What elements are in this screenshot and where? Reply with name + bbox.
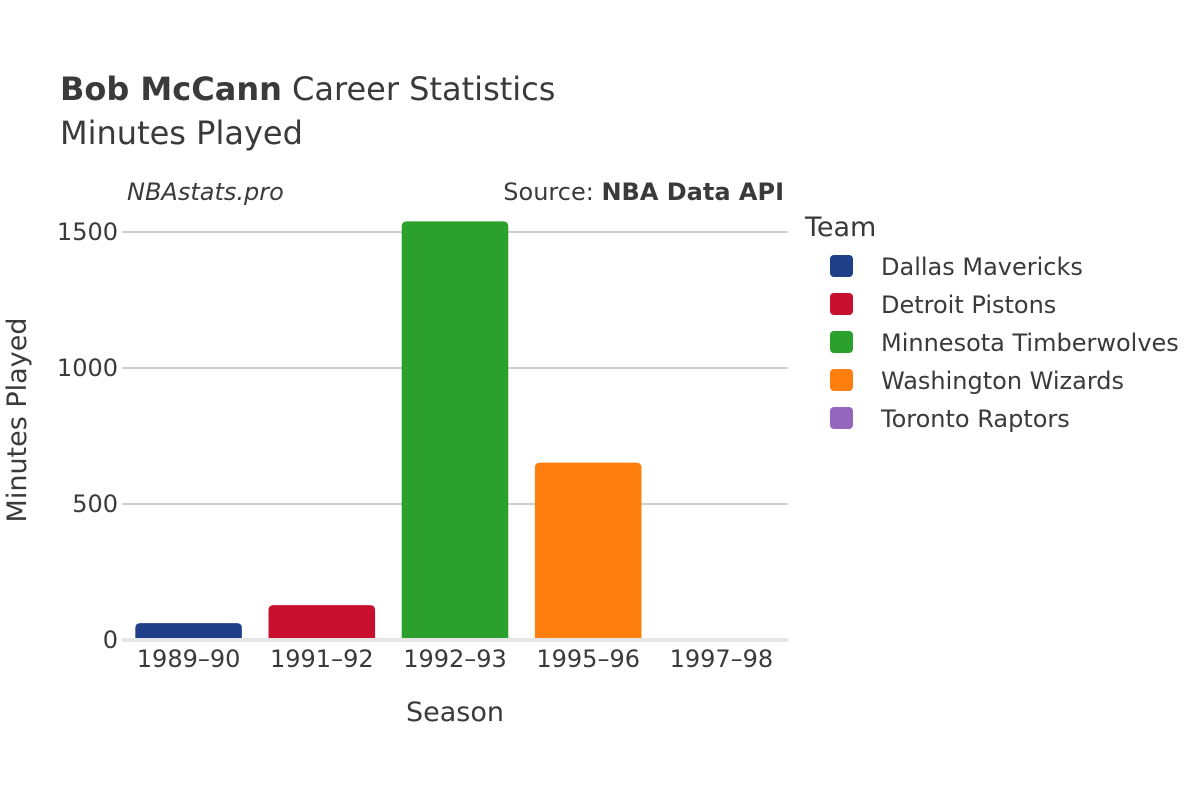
- source-prefix: Source:: [503, 178, 601, 206]
- chart-subtitle: Minutes Played: [60, 114, 303, 152]
- source-name: NBA Data API: [601, 178, 784, 206]
- y-tick-label: 0: [103, 626, 118, 654]
- y-axis-title: Minutes Played: [2, 318, 33, 523]
- x-axis-ticks: 1989–90 1991–92 1992–93 1995–96 1997–98: [137, 645, 773, 673]
- bars: [135, 221, 775, 640]
- legend-item[interactable]: Minnesota Timberwolves: [830, 329, 1179, 357]
- x-tick-label: 1991–92: [270, 645, 374, 673]
- x-tick-label: 1997–98: [670, 645, 774, 673]
- x-tick-label: 1989–90: [137, 645, 241, 673]
- y-axis-ticks: 0 500 1000 1500: [57, 218, 118, 654]
- x-tick-label: 1992–93: [403, 645, 507, 673]
- legend-title: Team: [804, 212, 876, 243]
- legend-label: Dallas Mavericks: [881, 253, 1083, 281]
- bar-1991–92[interactable]: [268, 605, 376, 640]
- legend-swatch: [830, 255, 853, 277]
- legend-label: Minnesota Timberwolves: [881, 329, 1179, 357]
- legend-swatch: [830, 407, 853, 429]
- legend-swatch: [830, 293, 853, 315]
- credit-label: NBAstats.pro: [127, 178, 284, 206]
- chart-title: Bob McCann Career Statistics: [60, 70, 555, 108]
- title-rest: Career Statistics: [282, 70, 556, 108]
- legend-item[interactable]: Washington Wizards: [830, 367, 1124, 395]
- bar-1989–90[interactable]: [135, 623, 242, 640]
- legend-item[interactable]: Dallas Mavericks: [830, 253, 1083, 281]
- legend-item[interactable]: Detroit Pistons: [830, 291, 1056, 319]
- y-tick-label: 1000: [57, 354, 118, 382]
- legend-label: Washington Wizards: [881, 367, 1124, 395]
- bar-1995–96[interactable]: [534, 462, 642, 640]
- legend: Dallas Mavericks Detroit Pistons Minnesota…: [830, 253, 1179, 433]
- bar-1992–93[interactable]: [401, 221, 509, 640]
- legend-swatch: [830, 331, 853, 353]
- source-label: Source: NBA Data API: [503, 178, 784, 206]
- x-tick-label: 1995–96: [536, 645, 640, 673]
- legend-label: Toronto Raptors: [880, 405, 1070, 433]
- x-axis-title: Season: [406, 697, 504, 728]
- legend-item[interactable]: Toronto Raptors: [830, 405, 1070, 433]
- y-tick-label: 500: [72, 490, 118, 518]
- legend-swatch: [830, 369, 853, 391]
- legend-label: Detroit Pistons: [881, 291, 1056, 319]
- y-tick-label: 1500: [57, 218, 118, 246]
- player-name: Bob McCann: [60, 70, 282, 108]
